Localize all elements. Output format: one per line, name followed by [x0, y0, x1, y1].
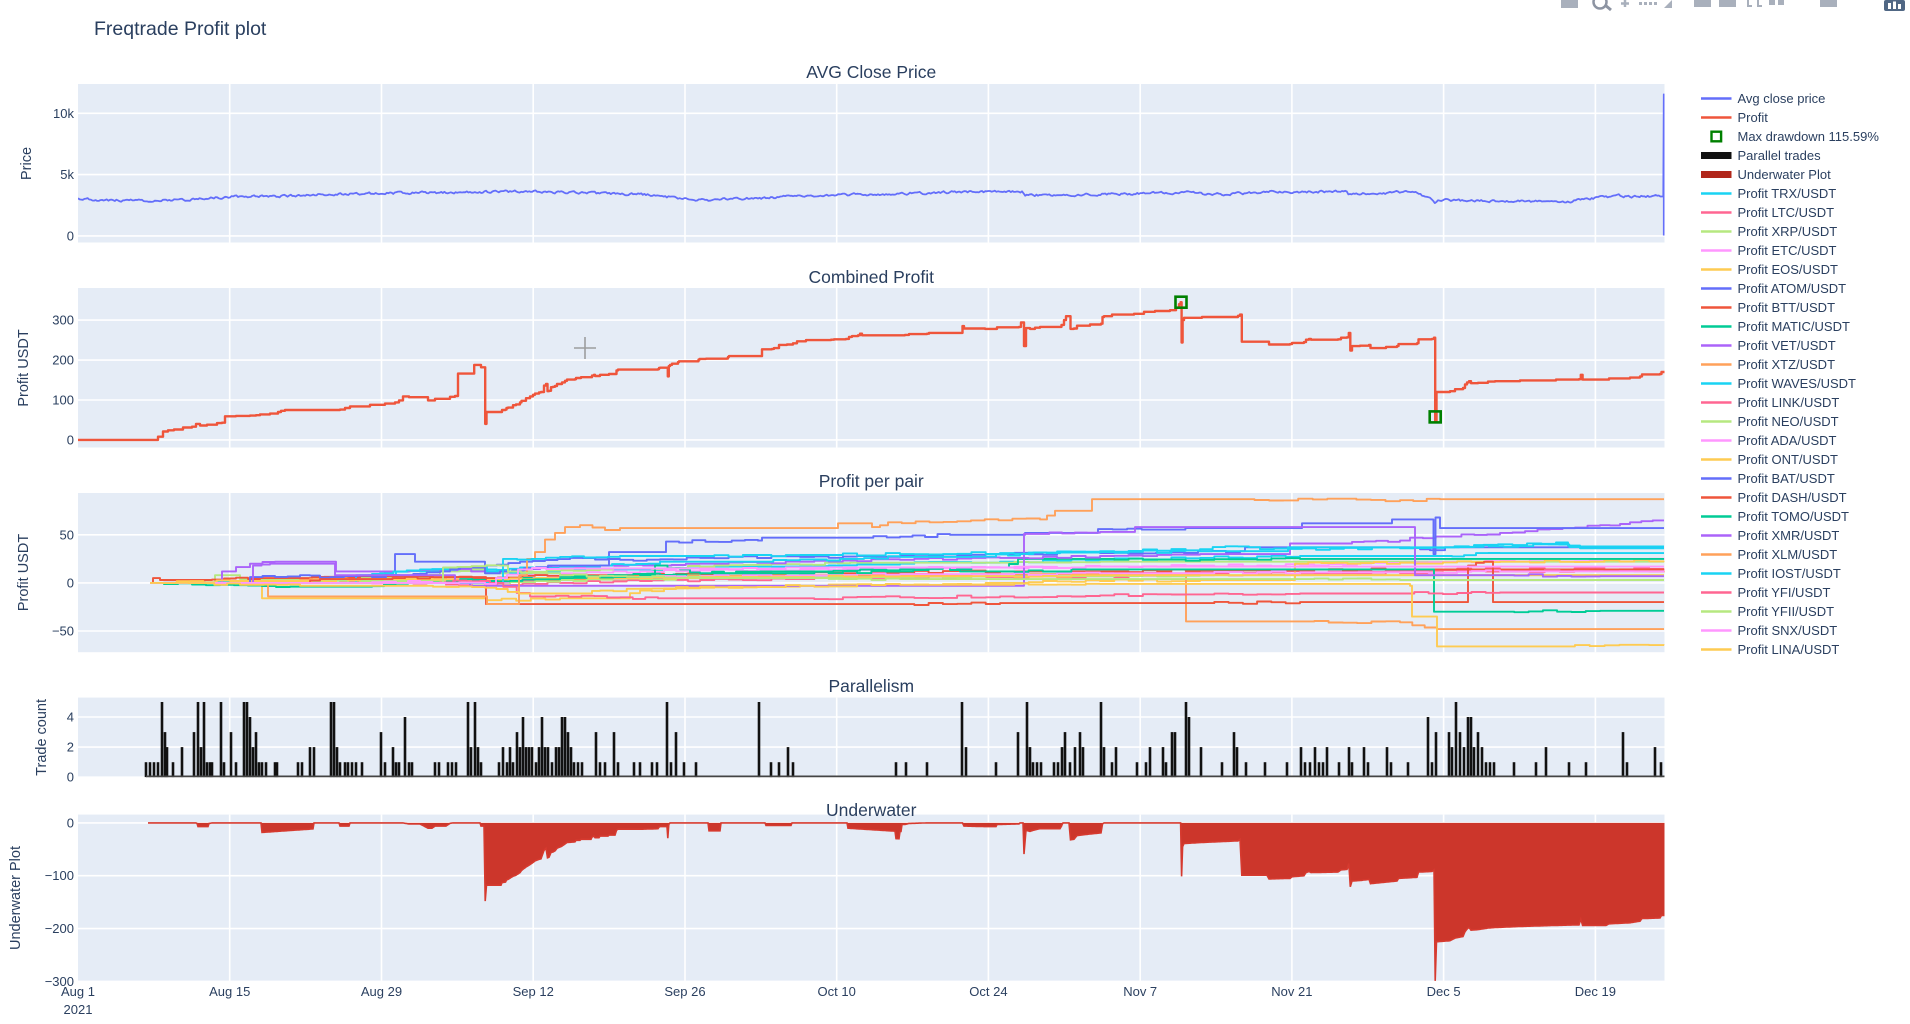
svg-text:Profit NEO/USDT: Profit NEO/USDT	[1738, 414, 1839, 429]
svg-text:Profit BTT/USDT: Profit BTT/USDT	[1738, 300, 1836, 315]
svg-text:Profit BAT/USDT: Profit BAT/USDT	[1738, 471, 1835, 486]
svg-text:Profit ETC/USDT: Profit ETC/USDT	[1738, 243, 1837, 258]
svg-text:Oct 24: Oct 24	[969, 984, 1007, 999]
svg-text:Profit IOST/USDT: Profit IOST/USDT	[1738, 566, 1841, 581]
svg-text:Underwater: Underwater	[826, 800, 917, 820]
svg-text:Dec 19: Dec 19	[1575, 984, 1616, 999]
svg-text:Aug 15: Aug 15	[209, 984, 250, 999]
svg-text:Parallelism: Parallelism	[828, 676, 914, 696]
svg-text:Profit XTZ/USDT: Profit XTZ/USDT	[1738, 357, 1836, 372]
svg-text:Profit per pair: Profit per pair	[819, 471, 924, 491]
svg-text:Nov 21: Nov 21	[1271, 984, 1312, 999]
svg-text:2: 2	[67, 740, 74, 755]
svg-text:Underwater Plot: Underwater Plot	[8, 846, 24, 950]
svg-text:Avg close price: Avg close price	[1738, 91, 1826, 106]
svg-text:Profit ONT/USDT: Profit ONT/USDT	[1738, 452, 1838, 467]
svg-text:Profit TRX/USDT: Profit TRX/USDT	[1738, 186, 1837, 201]
svg-text:Profit MATIC/USDT: Profit MATIC/USDT	[1738, 319, 1850, 334]
svg-text:AVG Close Price: AVG Close Price	[806, 62, 936, 82]
svg-text:Profit USDT: Profit USDT	[16, 534, 32, 611]
svg-text:Profit EOS/USDT: Profit EOS/USDT	[1738, 262, 1838, 277]
svg-text:Profit LTC/USDT: Profit LTC/USDT	[1738, 205, 1835, 220]
svg-text:−200: −200	[45, 921, 74, 936]
svg-text:Max drawdown 115.59%: Max drawdown 115.59%	[1738, 129, 1880, 144]
svg-text:100: 100	[52, 392, 74, 407]
svg-text:Underwater Plot: Underwater Plot	[1738, 167, 1832, 182]
svg-text:Profit XLM/USDT: Profit XLM/USDT	[1738, 547, 1838, 562]
svg-text:Profit ATOM/USDT: Profit ATOM/USDT	[1738, 281, 1847, 296]
svg-text:Sep 26: Sep 26	[664, 984, 705, 999]
svg-text:200: 200	[52, 353, 74, 368]
svg-text:0: 0	[67, 575, 74, 590]
svg-text:Freqtrade Profit plot: Freqtrade Profit plot	[94, 18, 267, 40]
svg-text:2021: 2021	[64, 1002, 93, 1017]
svg-text:Profit USDT: Profit USDT	[16, 329, 32, 406]
svg-text:Profit XMR/USDT: Profit XMR/USDT	[1738, 528, 1840, 543]
svg-text:Profit DASH/USDT: Profit DASH/USDT	[1738, 490, 1847, 505]
svg-text:Price: Price	[19, 147, 35, 180]
svg-text:300: 300	[52, 313, 74, 328]
svg-text:−300: −300	[45, 974, 74, 989]
svg-text:Aug 1: Aug 1	[61, 984, 95, 999]
svg-text:Profit: Profit	[1738, 110, 1769, 125]
svg-text:Dec 5: Dec 5	[1427, 984, 1461, 999]
svg-text:10k: 10k	[53, 106, 74, 121]
svg-text:Oct 10: Oct 10	[818, 984, 856, 999]
svg-text:0: 0	[67, 770, 74, 785]
svg-text:4: 4	[67, 710, 74, 725]
svg-text:−100: −100	[45, 868, 74, 883]
svg-text:5k: 5k	[60, 167, 74, 182]
svg-text:Profit SNX/USDT: Profit SNX/USDT	[1738, 623, 1838, 638]
svg-text:Profit YFI/USDT: Profit YFI/USDT	[1738, 585, 1831, 600]
svg-text:0: 0	[67, 815, 74, 830]
svg-text:Sep 12: Sep 12	[513, 984, 554, 999]
svg-text:−50: −50	[52, 623, 74, 638]
svg-text:0: 0	[67, 228, 74, 243]
svg-text:Profit XRP/USDT: Profit XRP/USDT	[1738, 224, 1838, 239]
svg-text:Profit YFII/USDT: Profit YFII/USDT	[1738, 604, 1835, 619]
svg-text:Profit ADA/USDT: Profit ADA/USDT	[1738, 433, 1837, 448]
svg-text:50: 50	[60, 527, 74, 542]
svg-text:Trade count: Trade count	[34, 699, 50, 776]
svg-text:Aug 29: Aug 29	[361, 984, 402, 999]
svg-text:Profit TOMO/USDT: Profit TOMO/USDT	[1738, 509, 1850, 524]
svg-text:Nov 7: Nov 7	[1123, 984, 1157, 999]
svg-text:Profit LINA/USDT: Profit LINA/USDT	[1738, 642, 1840, 657]
svg-text:Profit WAVES/USDT: Profit WAVES/USDT	[1738, 376, 1857, 391]
svg-text:Profit LINK/USDT: Profit LINK/USDT	[1738, 395, 1840, 410]
svg-text:Parallel trades: Parallel trades	[1738, 148, 1822, 163]
svg-text:0: 0	[67, 432, 74, 447]
svg-text:Combined Profit: Combined Profit	[809, 267, 935, 287]
svg-text:Profit VET/USDT: Profit VET/USDT	[1738, 338, 1836, 353]
